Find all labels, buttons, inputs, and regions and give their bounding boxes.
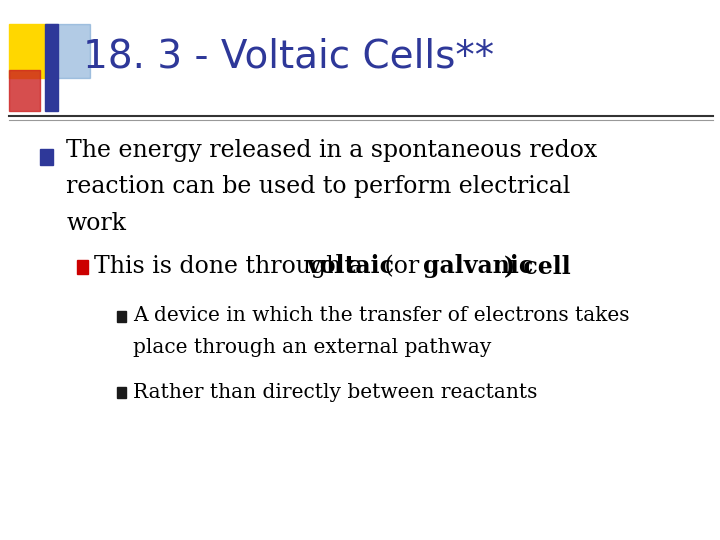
Bar — [45, 24, 58, 111]
Bar — [9, 70, 40, 111]
Bar — [47, 24, 90, 78]
Bar — [77, 260, 88, 274]
Bar — [117, 311, 126, 322]
Text: work: work — [66, 212, 126, 235]
Text: reaction can be used to perform electrical: reaction can be used to perform electric… — [66, 176, 571, 198]
Text: Rather than directly between reactants: Rather than directly between reactants — [133, 382, 538, 402]
Bar — [117, 387, 126, 398]
Text: A device in which the transfer of electrons takes: A device in which the transfer of electr… — [133, 306, 630, 326]
Bar — [9, 24, 47, 78]
Text: ) cell: ) cell — [503, 254, 570, 278]
Text: This is done through a: This is done through a — [94, 255, 371, 278]
Text: The energy released in a spontaneous redox: The energy released in a spontaneous red… — [66, 139, 598, 161]
Text: 18. 3 - Voltaic Cells**: 18. 3 - Voltaic Cells** — [83, 38, 494, 76]
Text: voltaic: voltaic — [306, 254, 395, 278]
Text: galvanic: galvanic — [423, 254, 534, 278]
Text: place through an external pathway: place through an external pathway — [133, 338, 492, 357]
Bar — [40, 148, 53, 165]
Text: (or: (or — [377, 255, 426, 278]
